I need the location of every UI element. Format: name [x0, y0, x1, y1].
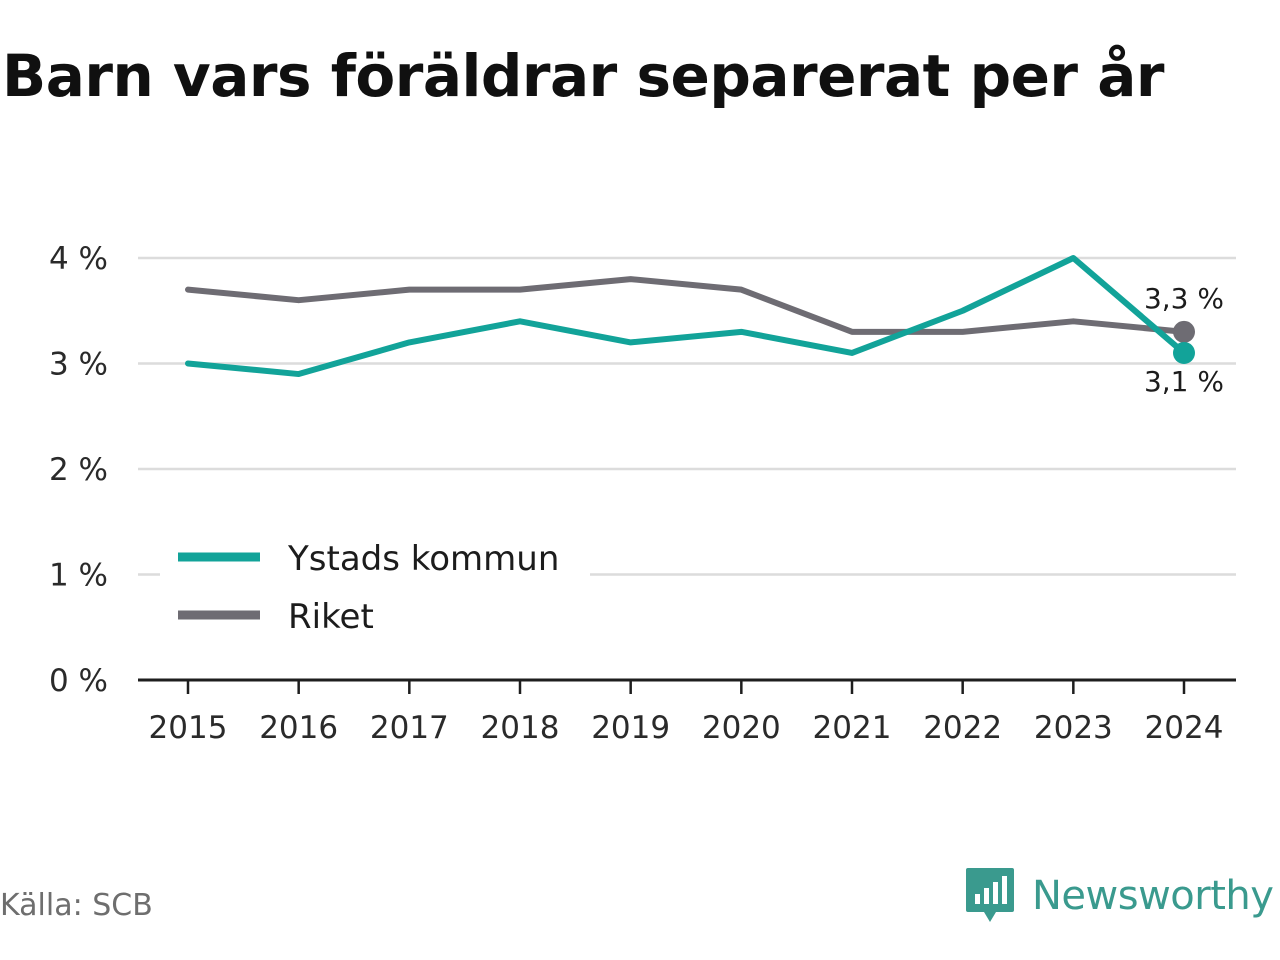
x-tick-label: 2020: [702, 710, 781, 746]
end-markers: 3,3 % 3,1 %: [1144, 282, 1224, 398]
x-tick-label: 2022: [923, 710, 1002, 746]
legend-background: [160, 530, 590, 650]
brand-logo[interactable]: Newsworthy: [964, 866, 1274, 926]
y-axis-ticks: 0 % 1 % 2 % 3 % 4 %: [49, 241, 108, 699]
gridlines: [138, 256, 1236, 576]
x-tick-label: 2021: [813, 710, 892, 746]
y-tick-label: 2 %: [49, 452, 108, 488]
y-tick-label: 0 %: [49, 663, 108, 699]
legend: Ystads kommun Riket: [178, 539, 559, 637]
chart-title: Barn vars föräldrar separerat per år: [2, 42, 1164, 110]
series-lines: [185, 255, 1187, 378]
ystad-end-marker: [1173, 341, 1195, 364]
y-tick-label: 1 %: [49, 558, 108, 594]
ystad-line: [185, 255, 1187, 378]
x-tick-label: 2019: [591, 710, 670, 746]
ystad-end-label: 3,1 %: [1144, 365, 1224, 398]
riket-end-label: 3,3 %: [1144, 282, 1224, 315]
riket-end-marker: [1173, 320, 1195, 343]
x-tick-label: 2023: [1034, 710, 1113, 746]
x-axis: 2015 2016 2017 2018 2019 2020 2021 2022 2023 2024: [138, 678, 1236, 746]
x-tick-label: 2016: [259, 710, 338, 746]
y-tick-label: 3 %: [49, 347, 108, 383]
legend-label-ystad: Ystads kommun: [287, 539, 559, 579]
brand-name: Newsworthy: [1032, 873, 1274, 919]
x-tick-label: 2015: [149, 710, 228, 746]
legend-box: [160, 530, 590, 650]
x-tick-label: 2018: [481, 710, 560, 746]
y-tick-label: 4 %: [49, 241, 108, 277]
legend-label-riket: Riket: [288, 597, 374, 637]
x-tick-label: 2017: [370, 710, 449, 746]
x-tick-label: 2024: [1145, 710, 1224, 746]
source-label: Källa: SCB: [0, 888, 153, 923]
newsworthy-logo-icon: [966, 868, 1014, 922]
riket-line: [185, 276, 1187, 335]
